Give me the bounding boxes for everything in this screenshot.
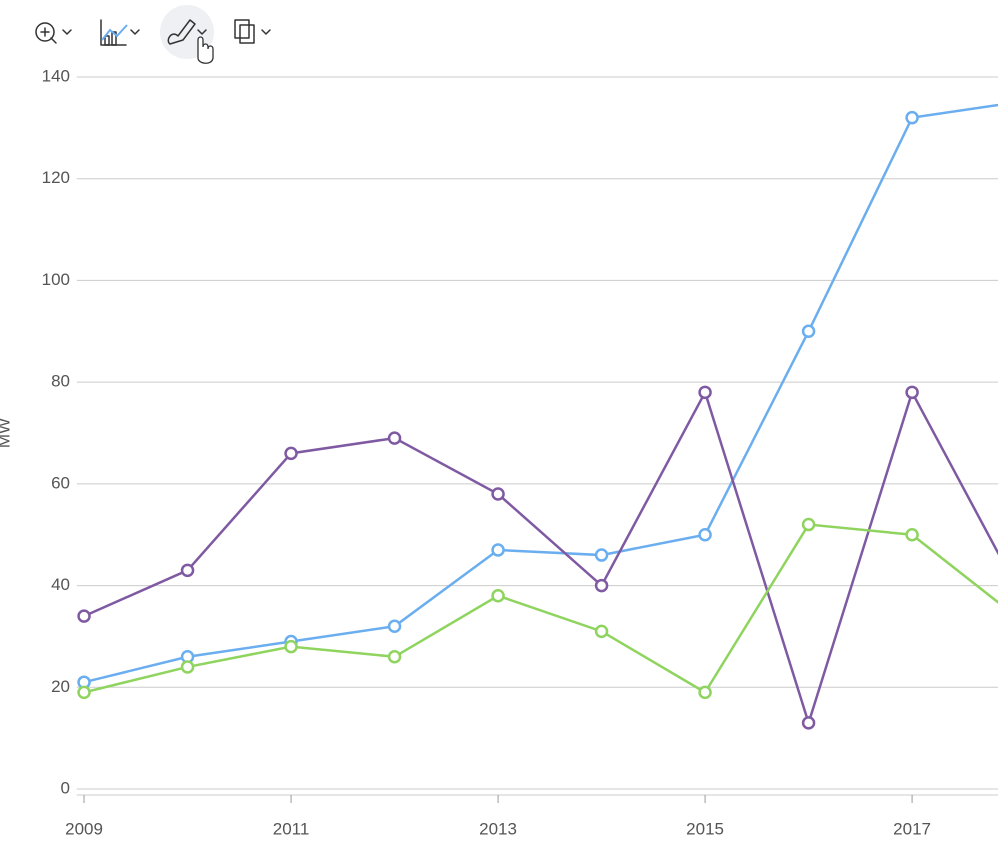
data-point xyxy=(491,543,505,557)
data-point xyxy=(698,385,712,400)
y-tick-label: 20 xyxy=(51,677,70,696)
plot-area xyxy=(77,103,998,730)
x-tick-label: 2017 xyxy=(893,819,931,838)
data-point xyxy=(387,431,402,445)
y-tick-label: 60 xyxy=(51,473,70,492)
data-point xyxy=(594,624,609,639)
data-point xyxy=(77,685,91,700)
y-tick-label: 140 xyxy=(42,66,70,85)
data-point xyxy=(698,527,712,542)
data-point xyxy=(905,527,919,542)
data-point xyxy=(180,660,195,674)
data-point xyxy=(801,716,816,730)
y-tick-label: 120 xyxy=(42,168,70,187)
y-axis-label: MW xyxy=(0,418,13,448)
data-point xyxy=(491,588,505,603)
series-line xyxy=(83,523,998,695)
x-tick-label: 2011 xyxy=(273,819,310,838)
y-tick-label: 100 xyxy=(42,270,70,289)
data-point xyxy=(594,548,609,562)
data-point xyxy=(77,609,91,623)
data-point xyxy=(387,650,402,664)
data-point xyxy=(491,487,505,501)
data-point xyxy=(801,324,816,339)
data-point xyxy=(905,110,919,125)
chart-type-button[interactable] xyxy=(100,19,140,46)
data-point xyxy=(594,578,609,593)
data-point xyxy=(387,619,402,634)
data-point xyxy=(284,639,298,654)
data-point xyxy=(180,563,195,578)
y-tick-label: 0 xyxy=(61,778,70,797)
x-tick-label: 2015 xyxy=(686,819,724,838)
data-point xyxy=(905,385,919,400)
x-tick-label: 2013 xyxy=(479,819,517,838)
draw-button[interactable] xyxy=(160,5,214,64)
data-point xyxy=(284,446,298,461)
toolbar xyxy=(35,5,271,64)
y-tick-label: 80 xyxy=(51,372,70,391)
zoom-button[interactable] xyxy=(35,22,72,44)
data-point xyxy=(801,517,816,532)
x-tick-label: 2009 xyxy=(65,819,103,838)
series-line xyxy=(83,103,998,684)
series-line xyxy=(83,389,998,728)
data-point xyxy=(698,685,712,700)
y-tick-label: 40 xyxy=(51,575,70,594)
copy-button[interactable] xyxy=(234,19,271,44)
